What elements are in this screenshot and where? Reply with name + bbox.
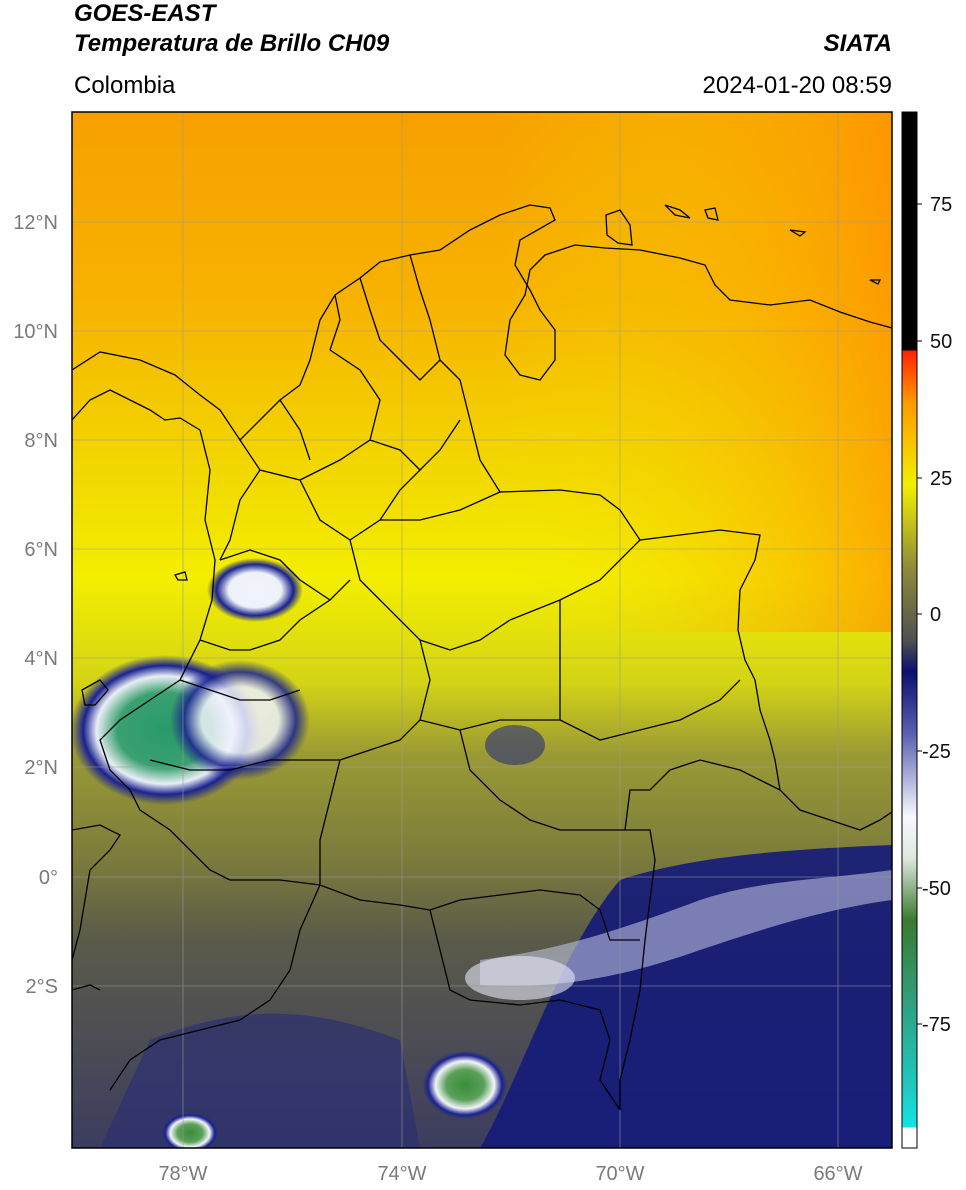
plot-frame — [71, 111, 893, 1149]
colorbar-tick: 50 — [930, 331, 952, 353]
satellite-title: GOES-EAST — [74, 0, 216, 27]
colorbar-tick: -75 — [922, 1014, 951, 1036]
region-label: Colombia — [74, 72, 176, 99]
lat-label: 8°N — [24, 430, 58, 452]
colorbar-tick: 0 — [930, 604, 941, 626]
colorbar-tick: -50 — [922, 878, 951, 900]
lat-label: 10°N — [13, 321, 58, 343]
boundaries — [72, 204, 892, 1111]
colorbar: 75 50 25 0 -25 -50 -75 — [901, 111, 952, 1149]
lat-label: 4°N — [24, 648, 58, 670]
lat-axis: 12°N 10°N 8°N 6°N 4°N 2°N 0° 2°S — [13, 212, 58, 998]
colorbar-tick: 25 — [930, 468, 952, 490]
lon-label: 70°W — [595, 1163, 644, 1185]
lat-label: 6°N — [24, 539, 58, 561]
datetime-label: 2024-01-20 08:59 — [702, 72, 893, 99]
colorbar-tick: -25 — [922, 741, 951, 763]
satellite-imagery — [72, 112, 892, 1148]
lat-label: 0° — [39, 867, 58, 889]
lon-label: 78°W — [158, 1163, 207, 1185]
lon-label: 74°W — [377, 1163, 426, 1185]
org-label: SIATA — [823, 30, 892, 57]
colorbar-scale — [901, 111, 918, 1149]
lat-label: 12°N — [13, 212, 58, 234]
colorbar-tick: 75 — [930, 194, 952, 216]
lon-label: 66°W — [813, 1163, 862, 1185]
lat-label: 2°N — [24, 757, 58, 779]
lon-axis: 78°W 74°W 70°W 66°W — [158, 1163, 862, 1185]
product-title: Temperatura de Brillo CH09 — [74, 30, 390, 57]
lat-label: 2°S — [26, 976, 58, 998]
graticule — [72, 112, 892, 1148]
